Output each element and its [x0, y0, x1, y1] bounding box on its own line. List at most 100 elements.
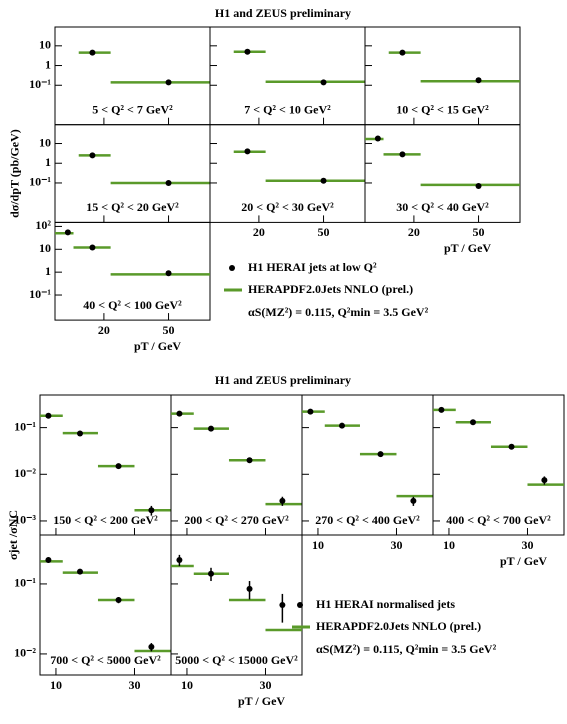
panel-frame [432, 394, 565, 536]
data-point [410, 497, 417, 504]
panel-label: 400 < Q² < 700 GeV² [446, 513, 551, 527]
x-tick-label: 30 [128, 678, 140, 692]
panel-label: 270 < Q² < 400 GeV² [315, 513, 420, 527]
panel-frame [54, 221, 211, 321]
x-tick-label: 50 [473, 225, 485, 239]
x-tick-label: 10 [443, 538, 455, 552]
data-point [320, 177, 327, 184]
panel-label: 30 < Q² < 40 GeV² [396, 200, 489, 214]
y-axis-label: σjet /σNC [6, 510, 20, 560]
data-point [89, 244, 96, 251]
data-point [320, 79, 327, 86]
data-point [89, 49, 96, 56]
panel-frame [364, 124, 521, 223]
y-tick-label: 10⁻² [14, 466, 36, 480]
data-point [165, 79, 172, 86]
x-axis-label: pT / GeV [238, 694, 285, 708]
y-tick-label: 10⁻² [14, 646, 36, 660]
x-tick-label: 10 [312, 538, 324, 552]
x-tick-label: 10 [181, 678, 193, 692]
data-point [115, 463, 122, 470]
y-axis-label: dσ/dpT (pb/GeV) [8, 129, 22, 218]
legend-marker-points [297, 602, 303, 608]
x-tick-label: 30 [259, 678, 271, 692]
data-point [176, 410, 183, 417]
data-point [438, 406, 445, 413]
panel-label: 5 < Q² < 7 GeV² [92, 102, 173, 116]
data-point [377, 451, 384, 458]
y-tick-label: 10 [39, 135, 51, 149]
y-tick-label: 10⁻¹ [14, 419, 36, 433]
data-point [115, 596, 122, 603]
data-point [77, 568, 84, 575]
x-tick-label: 20 [98, 323, 110, 337]
x-axis-label: pT / GeV [134, 339, 181, 353]
data-point [279, 602, 286, 608]
data-point [45, 412, 52, 419]
data-point [399, 151, 406, 158]
x-tick-label: 50 [318, 225, 330, 239]
x-tick-label: 50 [163, 323, 175, 337]
figure-title: H1 and ZEUS preliminary [215, 6, 351, 20]
panel-label: 200 < Q² < 270 GeV² [184, 513, 289, 527]
data-point [244, 148, 251, 155]
y-tick-label: 10 [39, 38, 51, 52]
y-tick-label: 1 [45, 155, 51, 169]
legend-theory: HERAPDF2.0Jets NNLO (prel.) [316, 619, 481, 633]
panel-label: 10 < Q² < 15 GeV² [396, 102, 489, 116]
y-tick-label: 10⁻¹ [29, 175, 51, 189]
data-point [374, 135, 381, 142]
legend-theory: HERAPDF2.0Jets NNLO (prel.) [248, 282, 413, 296]
data-point [89, 152, 96, 159]
legend-params: αS(MZ²) = 0.115, Q²min = 3.5 GeV² [316, 642, 497, 656]
x-tick-label: 20 [253, 225, 265, 239]
data-point [399, 49, 406, 56]
data-point [176, 556, 183, 563]
data-point [208, 425, 215, 432]
x-axis-label: pT / GeV [500, 554, 547, 568]
legend-points: H1 HERAI jets at low Q² [248, 260, 377, 274]
data-point [246, 457, 253, 464]
y-tick-label: 10⁻¹ [14, 576, 36, 590]
legend-params: αS(MZ²) = 0.115, Q²min = 3.5 GeV² [248, 305, 429, 319]
panel-label: 15 < Q² < 20 GeV² [86, 200, 179, 214]
data-point [165, 179, 172, 186]
panel-label: 5000 < Q² < 15000 GeV² [175, 653, 298, 667]
x-axis-label: pT / GeV [444, 241, 491, 255]
data-point [208, 570, 215, 577]
legend-points: H1 HERAI normalised jets [316, 597, 455, 611]
y-tick-label: 10⁻³ [14, 513, 36, 527]
data-point [470, 419, 477, 426]
data-point [339, 422, 346, 429]
data-point [246, 585, 253, 592]
data-point [475, 77, 482, 84]
data-point [64, 229, 71, 236]
x-tick-label: 30 [390, 538, 402, 552]
x-tick-label: 20 [408, 225, 420, 239]
y-tick-label: 1 [45, 57, 51, 71]
panel-label: 150 < Q² < 200 GeV² [53, 513, 158, 527]
data-point [244, 48, 251, 55]
y-tick-label: 10⁻¹ [29, 77, 51, 91]
panel-label: 40 < Q² < 100 GeV² [83, 298, 182, 312]
figure-title: H1 and ZEUS preliminary [215, 373, 351, 387]
x-tick-label: 10 [50, 678, 62, 692]
x-tick-label: 30 [521, 538, 533, 552]
data-point [77, 430, 84, 437]
panel-label: 20 < Q² < 30 GeV² [241, 200, 334, 214]
panel-label: 700 < Q² < 5000 GeV² [50, 653, 161, 667]
data-point [307, 408, 314, 415]
y-tick-label: 10⁻¹ [29, 287, 51, 301]
data-point [279, 497, 286, 504]
data-point [508, 443, 515, 450]
data-point [45, 556, 52, 563]
y-tick-label: 1 [45, 264, 51, 278]
y-tick-label: 10 [39, 241, 51, 255]
panel-label: 7 < Q² < 10 GeV² [244, 102, 331, 116]
data-point [148, 643, 155, 650]
y-tick-label: 10² [35, 218, 51, 232]
data-point [148, 507, 155, 514]
data-point [475, 183, 482, 190]
data-point [541, 477, 548, 484]
